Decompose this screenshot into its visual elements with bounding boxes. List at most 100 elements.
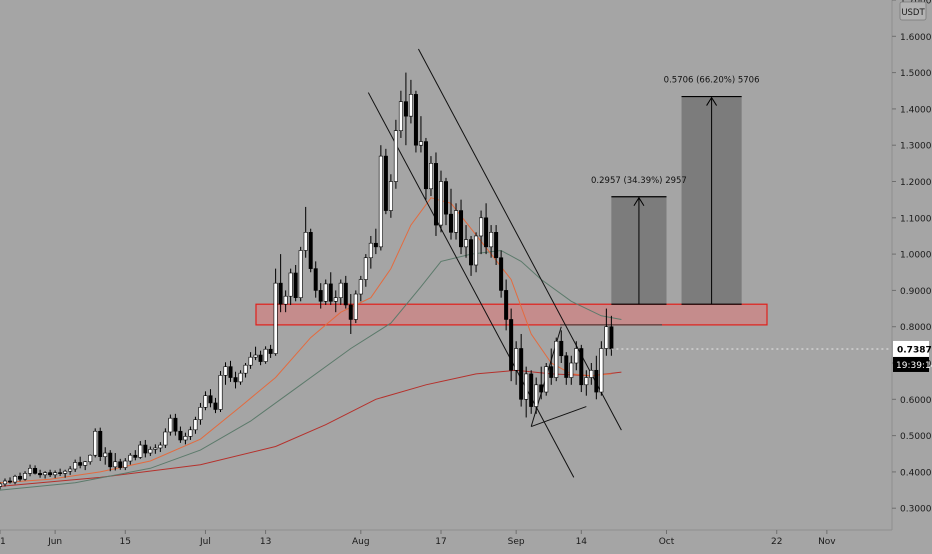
price-axis[interactable]: 0.30000.40000.50000.60000.70000.80000.90… [891, 0, 932, 550]
candle-down [313, 268, 318, 291]
candle-up [188, 429, 193, 437]
channel-trendline [417, 48, 622, 431]
candle-up [333, 297, 338, 302]
candle-up [68, 468, 73, 472]
candle-down [308, 232, 313, 269]
candle-down [423, 141, 428, 190]
candle-down [38, 473, 43, 476]
candle-down [328, 283, 333, 302]
candle-up [303, 232, 308, 251]
candle-up [534, 384, 539, 407]
price-tick-label: 1.0000 [900, 251, 932, 261]
candle-up [388, 181, 393, 211]
candle-up [589, 369, 594, 378]
candle-up [584, 377, 589, 386]
price-tick-label: 1.3000 [900, 142, 932, 152]
candle-up [43, 472, 48, 476]
candle-up [544, 366, 549, 393]
candle-up [0, 483, 3, 487]
price-tick-label: 1.5000 [900, 69, 932, 79]
candle-up [163, 431, 168, 446]
ma-mid-line [0, 249, 622, 491]
time-tick-label: Sep [508, 537, 525, 547]
candle-up [263, 348, 268, 362]
candle-up [253, 354, 258, 358]
candle-down [108, 452, 113, 468]
time-tick-label: Aug [352, 537, 370, 547]
candle-up [53, 472, 58, 476]
target-arrow-head [633, 196, 645, 207]
candle-up [524, 373, 529, 400]
candle-up [368, 242, 373, 259]
last-price-label: 0.7387 [897, 345, 932, 355]
target-arrow-head [706, 96, 718, 106]
candle-down [609, 326, 614, 350]
candle-down [449, 213, 454, 233]
candle-down [529, 373, 534, 407]
candle-down [118, 461, 123, 468]
candle-down [258, 354, 263, 362]
candle-up [153, 447, 158, 450]
time-tick-label: Nov [818, 537, 836, 547]
candle-up [398, 101, 403, 131]
candle-down [494, 232, 499, 259]
candle-down [403, 101, 408, 117]
candle-down [348, 304, 353, 320]
wedge-trendline [531, 406, 587, 428]
candle-up [128, 454, 133, 462]
candle-up [248, 356, 253, 366]
time-tick-label: 22 [771, 537, 782, 547]
candle-down [459, 210, 464, 248]
time-tick-label: 14 [576, 537, 588, 547]
channel-trendline [367, 92, 575, 478]
candle-down [519, 348, 524, 400]
currency-badge[interactable] [899, 1, 927, 21]
target-label: 0.5706 (66.20%) 5706 [664, 76, 760, 86]
time-tick-label: Oct [659, 537, 675, 547]
candle-down [33, 467, 38, 474]
candle-up [243, 364, 248, 374]
candle-up [28, 467, 33, 474]
time-axis[interactable]: 21 Jun 15 Jul 13 Aug 17 Sep 14 Oct 22 Nov [0, 529, 892, 547]
candle-up [353, 293, 358, 320]
candle-up [464, 239, 469, 248]
price-tick-label: 0.9000 [900, 287, 932, 297]
time-tick-label: 17 [435, 537, 446, 547]
candle-up [113, 461, 118, 468]
candle-down [233, 377, 238, 383]
candle-down [293, 272, 298, 298]
targets-layer [560, 95, 742, 326]
candle-up [438, 181, 443, 226]
candle-up [599, 348, 604, 393]
candle-up [88, 454, 93, 463]
candle-up [298, 250, 303, 298]
currency-label: USDT [901, 8, 925, 18]
candle-down [318, 290, 323, 302]
annotations-layer: 0.2957 (34.39%) 2957 0.5706 (66.20%) 5706 [591, 76, 759, 186]
price-tick-label: 1.6000 [900, 33, 932, 43]
candle-up [283, 295, 288, 305]
price-tick-label: 1.4000 [900, 105, 932, 115]
candle-down [343, 282, 348, 306]
candle-down [579, 348, 584, 386]
candle-up [479, 217, 484, 237]
candle-down [539, 384, 544, 393]
price-tick-label: 0.6000 [900, 396, 932, 406]
candle-up [393, 130, 398, 182]
candle-up [474, 235, 479, 266]
price-tick-label: 1.2000 [900, 178, 932, 188]
candle-up [183, 436, 188, 441]
time-tick-label: 13 [260, 537, 271, 547]
price-tick-label: 0.5000 [900, 432, 932, 442]
time-tick-label: Jun [47, 537, 62, 547]
candle-up [218, 375, 223, 410]
candle-up [223, 366, 228, 376]
candle-down [504, 290, 509, 320]
time-tick-label: 21 [0, 537, 6, 547]
candle-up [288, 272, 293, 297]
candles-layer [0, 72, 892, 490]
candle-down [178, 430, 183, 441]
candle-down [173, 417, 178, 432]
candle-up [168, 417, 173, 433]
